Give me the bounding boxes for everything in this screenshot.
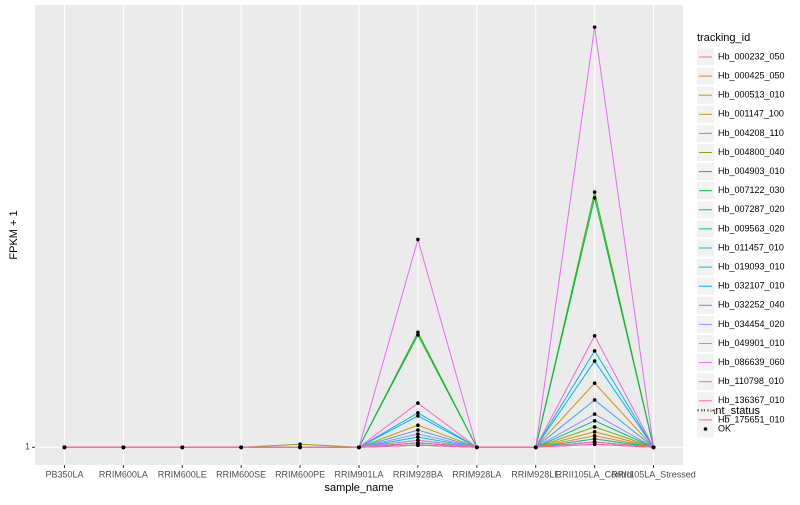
x-tick-label: RRIM600LA [99, 469, 148, 479]
point [416, 333, 420, 337]
legend-label: Hb_009563_020 [718, 223, 785, 233]
point [592, 440, 597, 444]
point [592, 190, 597, 194]
point [357, 445, 361, 450]
point [592, 359, 597, 363]
legend-label: Hb_049901_010 [718, 338, 785, 348]
legend-label: Hb_011457_010 [718, 242, 784, 252]
x-tick-label: RRIM928LE [511, 469, 560, 479]
point [592, 418, 597, 423]
point [592, 196, 597, 200]
point [592, 381, 597, 385]
y-tick-label: 1 [25, 442, 30, 452]
x-tick-label: RRIM928BA [393, 469, 443, 479]
legend-label: Hb_110798_010 [718, 376, 784, 386]
point [592, 412, 597, 416]
legend-swatch [703, 427, 708, 431]
point [651, 445, 656, 450]
x-tick-label: RRII105LA_Stressed [611, 469, 696, 479]
legend-label: Hb_000232_050 [718, 51, 785, 61]
point [62, 445, 67, 450]
legend-label: Hb_007287_020 [718, 204, 785, 214]
x-axis-label: sample_name [324, 482, 393, 494]
legend-label: Hb_086639_060 [718, 357, 785, 367]
legend-label: Hb_034454_020 [718, 319, 785, 329]
point [592, 425, 597, 429]
point [416, 237, 420, 242]
point [239, 445, 243, 450]
legend-label: Hb_032107_010 [718, 281, 785, 291]
point [416, 330, 420, 335]
point [416, 441, 420, 445]
legend-label: Hb_007122_030 [718, 185, 785, 195]
point [416, 414, 420, 418]
legend-label: Hb_000513_010 [718, 90, 785, 100]
legend-label: Hb_136367_010 [718, 395, 785, 405]
point [416, 428, 420, 432]
x-tick-label: RRIM901LA [334, 469, 383, 479]
legend-label: Hb_175651_010 [718, 414, 785, 424]
y-axis-label: FPKM + 1 [8, 210, 20, 259]
point [592, 398, 597, 402]
point [416, 435, 420, 439]
point [592, 349, 597, 353]
x-tick-label: RRIM600PE [275, 469, 325, 479]
point [416, 423, 420, 427]
point [592, 25, 597, 29]
point [180, 445, 185, 450]
legend-label: Hb_001147_100 [718, 109, 784, 119]
legend-label: Hb_004208_110 [718, 128, 784, 138]
point [416, 432, 420, 436]
point [298, 445, 302, 450]
legend-title: tracking_id [697, 32, 750, 44]
x-tick-label: RRIM928LA [452, 469, 501, 479]
point [592, 334, 597, 338]
point [416, 411, 420, 415]
point [121, 445, 126, 450]
x-tick-label: RRIM600SE [216, 469, 266, 479]
point [592, 430, 597, 434]
point [416, 401, 420, 405]
point [592, 437, 597, 441]
point [298, 442, 302, 447]
point [416, 438, 420, 443]
legend-label: Hb_019093_010 [718, 261, 785, 271]
x-tick-label: RRIM600LE [158, 469, 207, 479]
x-tick-label: PB350LA [45, 469, 83, 479]
point [592, 434, 597, 438]
legend-label: Hb_000425_050 [718, 70, 785, 80]
x-tick-label: RRII105LA_Control [556, 469, 634, 479]
legend-label: Hb_004800_040 [718, 147, 785, 157]
point [533, 445, 538, 450]
legend-label: Hb_004903_010 [718, 166, 785, 176]
legend-label: Hb_032252_040 [718, 300, 785, 310]
point [475, 445, 479, 450]
legend-label: OK [718, 423, 731, 433]
